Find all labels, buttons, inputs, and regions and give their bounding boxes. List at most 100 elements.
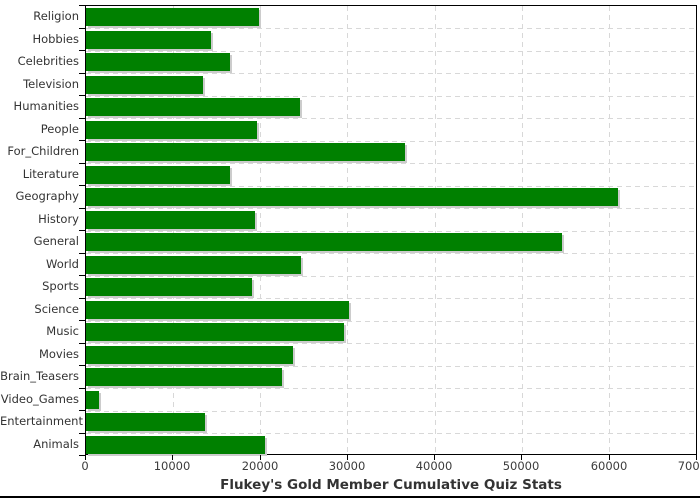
- bar: [86, 413, 205, 431]
- y-axis-label: Video_Games: [0, 391, 79, 406]
- bar: [86, 75, 203, 94]
- bar: [86, 143, 405, 161]
- y-axis-tick: [79, 455, 85, 456]
- x-axis-tick: [696, 455, 697, 460]
- y-axis-tick: [79, 320, 85, 321]
- y-axis-label: Animals: [33, 436, 79, 451]
- y-axis-label: Brain_Teasers: [0, 369, 79, 384]
- vertical-gridline: [173, 6, 174, 454]
- x-axis-tick: [172, 455, 173, 460]
- y-axis-label: Religion: [33, 9, 79, 24]
- x-axis-tick: [85, 455, 86, 460]
- vertical-gridline: [522, 6, 523, 454]
- horizontal-gridline: [86, 118, 696, 119]
- x-axis-label: 40000: [415, 459, 453, 473]
- bar: [86, 323, 344, 341]
- x-axis-tick: [609, 455, 610, 460]
- bar: [86, 98, 300, 116]
- y-axis-label: Geography: [15, 189, 80, 204]
- y-axis-tick: [79, 388, 85, 389]
- y-axis-label: Music: [46, 324, 79, 339]
- y-axis-tick: [79, 140, 85, 141]
- bar: [86, 120, 257, 139]
- y-axis-tick: [79, 95, 85, 96]
- y-axis-label: Entertainment: [0, 414, 83, 429]
- horizontal-gridline: [86, 388, 696, 389]
- bar: [86, 53, 230, 71]
- y-axis-label: Celebrities: [17, 54, 79, 69]
- y-axis-label: Science: [34, 301, 79, 316]
- y-axis-label: History: [38, 211, 79, 226]
- vertical-gridline: [435, 6, 436, 454]
- y-axis-tick: [79, 163, 85, 164]
- y-axis-tick: [79, 298, 85, 299]
- y-axis-tick: [79, 253, 85, 254]
- y-axis-label: Sports: [42, 279, 79, 294]
- horizontal-gridline: [86, 50, 696, 52]
- x-axis-label: 0: [81, 459, 89, 473]
- y-axis-tick: [79, 410, 85, 411]
- y-axis-label: Humanities: [13, 99, 79, 114]
- horizontal-gridline: [86, 275, 696, 277]
- horizontal-gridline: [86, 28, 696, 29]
- horizontal-gridline: [86, 95, 696, 97]
- bar: [86, 188, 618, 206]
- y-axis-tick: [79, 230, 85, 231]
- bar: [86, 255, 301, 274]
- horizontal-gridline: [86, 433, 696, 434]
- x-axis-label: 30000: [328, 459, 366, 473]
- vertical-gridline: [260, 6, 261, 454]
- bar: [86, 278, 252, 296]
- y-axis-tick: [79, 275, 85, 276]
- x-axis-tick: [260, 455, 261, 460]
- y-axis-tick: [79, 73, 85, 74]
- bar: [86, 345, 293, 364]
- horizontal-gridline: [86, 298, 696, 299]
- horizontal-gridline: [86, 208, 696, 209]
- x-axis-label: 60000: [590, 459, 628, 473]
- x-axis-label: 10000: [153, 459, 191, 473]
- y-axis-label: Literature: [22, 166, 79, 181]
- plot-area: [85, 5, 697, 455]
- bar: [86, 390, 99, 409]
- x-axis-tick: [347, 455, 348, 460]
- horizontal-gridline: [86, 343, 696, 344]
- y-axis-label: World: [46, 256, 79, 271]
- horizontal-gridline: [86, 410, 696, 412]
- horizontal-gridline: [86, 230, 696, 232]
- y-axis-label: Television: [23, 76, 79, 91]
- bar: [86, 30, 211, 49]
- horizontal-gridline: [86, 140, 696, 142]
- bar: [86, 165, 230, 184]
- bar: [86, 8, 259, 26]
- y-axis-tick: [79, 50, 85, 51]
- bottom-rule: [0, 496, 700, 498]
- horizontal-gridline: [86, 320, 696, 322]
- bar: [86, 368, 282, 386]
- x-axis-tick: [521, 455, 522, 460]
- horizontal-gridline: [86, 365, 696, 367]
- bar: [86, 300, 349, 319]
- horizontal-gridline: [86, 185, 696, 187]
- bar: [86, 210, 255, 229]
- y-axis-label: Movies: [38, 346, 79, 361]
- bar: [86, 233, 562, 251]
- y-axis-tick: [79, 208, 85, 209]
- horizontal-gridline: [86, 163, 696, 164]
- vertical-gridline: [609, 6, 610, 454]
- bar: [86, 435, 265, 454]
- x-axis-tick: [434, 455, 435, 460]
- y-axis-label: For_Children: [7, 144, 79, 159]
- chart-title: Flukey's Gold Member Cumulative Quiz Sta…: [220, 477, 562, 493]
- y-axis-tick: [79, 5, 85, 6]
- x-axis-label: 50000: [502, 459, 540, 473]
- y-axis-tick: [79, 118, 85, 119]
- y-axis-label: Hobbies: [32, 31, 79, 46]
- vertical-gridline: [347, 6, 348, 454]
- y-axis-label: General: [33, 234, 79, 249]
- y-axis-label: People: [40, 121, 79, 136]
- y-axis-tick: [79, 28, 85, 29]
- y-axis-tick: [79, 365, 85, 366]
- x-axis-label: 70000: [677, 459, 700, 473]
